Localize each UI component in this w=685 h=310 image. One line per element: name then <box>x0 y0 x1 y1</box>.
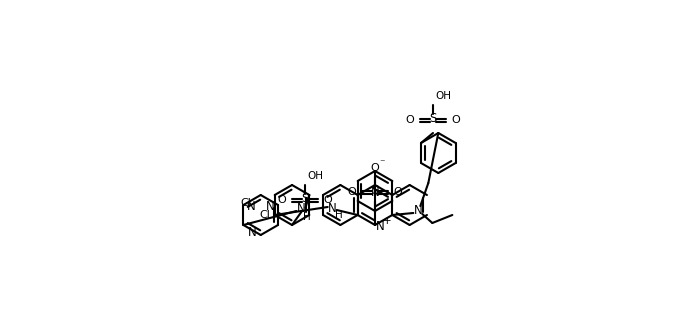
Text: N: N <box>328 202 337 215</box>
Text: OH: OH <box>307 171 323 181</box>
Text: N: N <box>371 185 379 198</box>
Text: N: N <box>297 202 306 215</box>
Text: S: S <box>301 193 309 206</box>
Text: O: O <box>371 163 379 173</box>
Text: O: O <box>347 187 356 197</box>
Text: ⁻: ⁻ <box>379 158 385 168</box>
Text: S: S <box>429 113 436 126</box>
Text: N: N <box>266 201 275 214</box>
Text: H: H <box>335 210 342 220</box>
Text: S: S <box>371 184 379 197</box>
Text: O: O <box>324 195 332 205</box>
Text: O: O <box>277 195 286 205</box>
Text: O: O <box>451 115 460 125</box>
Text: Cl: Cl <box>240 198 251 208</box>
Text: N: N <box>247 201 256 214</box>
Text: +: + <box>383 216 391 226</box>
Text: O: O <box>394 187 402 197</box>
Text: O: O <box>406 115 414 125</box>
Text: N: N <box>414 205 423 218</box>
Text: OH: OH <box>435 91 451 101</box>
Text: H: H <box>303 212 311 222</box>
Text: Cl: Cl <box>260 210 271 220</box>
Text: N: N <box>375 219 384 232</box>
Text: N: N <box>249 227 257 240</box>
